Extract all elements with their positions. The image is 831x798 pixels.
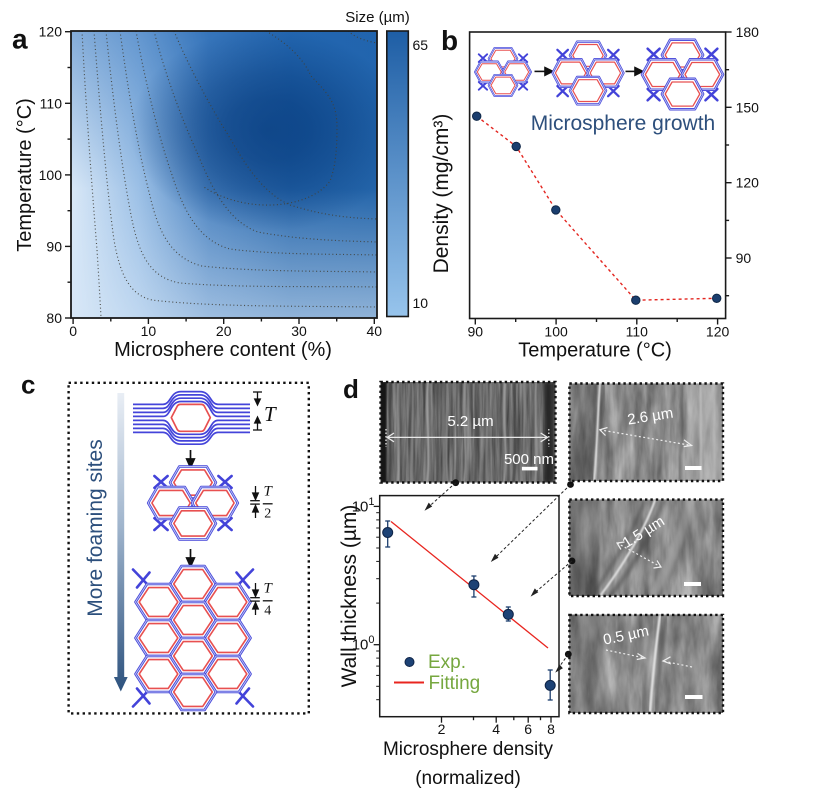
svg-text:20: 20 [216, 323, 232, 339]
svg-text:Microsphere density: Microsphere density [383, 739, 554, 760]
svg-text:T: T [264, 484, 274, 500]
svg-text:Exp.: Exp. [428, 652, 466, 673]
svg-text:10: 10 [141, 323, 157, 339]
svg-text:b: b [441, 25, 458, 56]
svg-text:6: 6 [524, 721, 532, 737]
svg-text:Temperature (°C): Temperature (°C) [14, 98, 36, 252]
svg-text:8: 8 [547, 721, 555, 737]
svg-text:Wall thickness (µm): Wall thickness (µm) [338, 505, 361, 688]
svg-text:More foaming sites: More foaming sites [84, 439, 107, 616]
svg-text:5.2 µm: 5.2 µm [447, 413, 493, 430]
svg-text:40: 40 [367, 323, 383, 339]
svg-text:4: 4 [492, 721, 500, 737]
svg-text:150: 150 [736, 99, 760, 115]
svg-text:500 nm: 500 nm [504, 451, 554, 468]
svg-text:T: T [264, 581, 274, 597]
svg-text:120: 120 [39, 24, 63, 40]
svg-text:180: 180 [736, 24, 760, 40]
svg-text:4: 4 [264, 604, 271, 619]
svg-text:T: T [264, 402, 277, 426]
svg-text:80: 80 [46, 310, 62, 326]
svg-text:120: 120 [736, 175, 760, 191]
svg-text:Fitting: Fitting [429, 673, 481, 694]
svg-text:90: 90 [468, 324, 484, 340]
svg-text:2: 2 [264, 507, 271, 522]
svg-text:90: 90 [736, 250, 752, 266]
svg-text:c: c [21, 370, 35, 400]
svg-text:Microsphere growth: Microsphere growth [531, 112, 715, 135]
svg-text:(normalized): (normalized) [415, 768, 521, 789]
svg-text:120: 120 [706, 324, 730, 340]
svg-text:10: 10 [413, 295, 429, 311]
svg-text:Microsphere content (%): Microsphere content (%) [114, 339, 332, 361]
svg-text:30: 30 [291, 323, 307, 339]
svg-text:65: 65 [413, 37, 429, 53]
svg-text:d: d [343, 374, 359, 404]
svg-text:100: 100 [39, 167, 63, 183]
svg-text:110: 110 [626, 324, 649, 340]
svg-text:110: 110 [40, 95, 63, 111]
svg-text:Density (mg/cm³): Density (mg/cm³) [430, 114, 453, 274]
svg-text:2: 2 [438, 721, 446, 737]
svg-text:90: 90 [46, 238, 62, 254]
svg-text:Temperature (°C): Temperature (°C) [518, 340, 672, 362]
svg-text:Size (µm): Size (µm) [345, 9, 409, 26]
svg-text:a: a [12, 24, 28, 55]
svg-text:0: 0 [69, 323, 77, 339]
svg-text:100: 100 [544, 324, 568, 340]
